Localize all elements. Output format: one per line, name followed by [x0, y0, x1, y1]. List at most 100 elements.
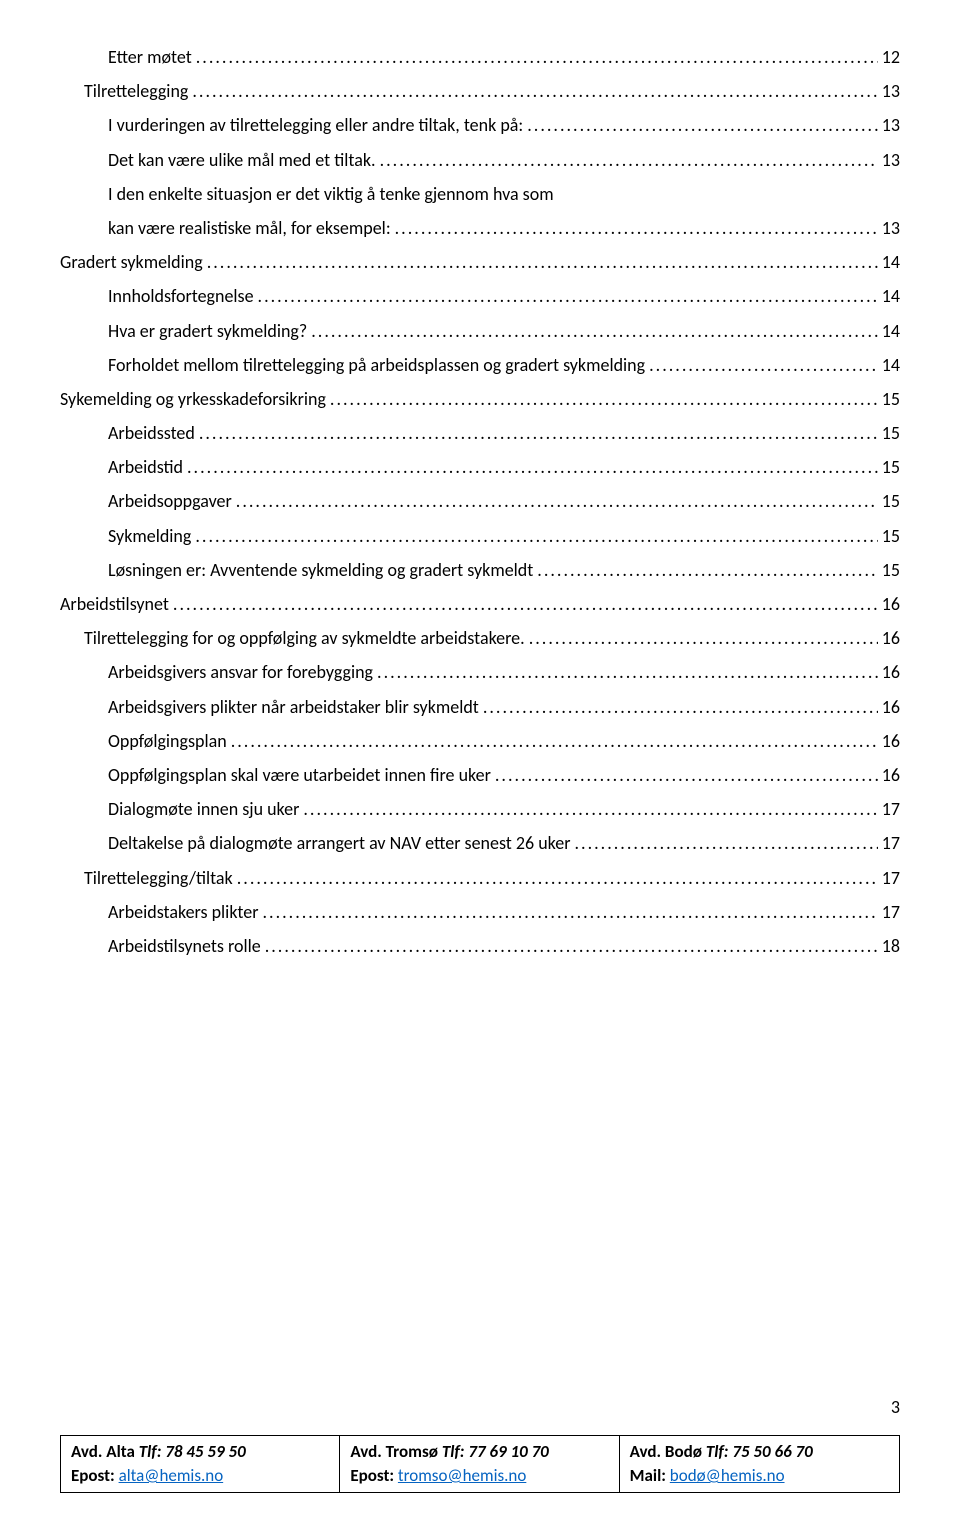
toc-page: 13	[882, 211, 900, 245]
toc-leader	[380, 143, 878, 177]
footer-line-2: Epost: alta@hemis.no	[71, 1464, 329, 1488]
footer-email-link[interactable]: alta@hemis.no	[119, 1465, 224, 1486]
toc-label: Sykmelding	[108, 519, 191, 553]
footer-cell: Avd. Bodø Tlf: 75 50 66 70Mail: bodø@hem…	[620, 1436, 899, 1492]
toc-leader	[192, 74, 877, 108]
toc-entry[interactable]: Innholdsfortegnelse 14	[60, 279, 900, 313]
toc-page: 13	[882, 108, 900, 142]
toc-page: 18	[882, 929, 900, 963]
toc-entry[interactable]: Arbeidstakers plikter 17	[60, 895, 900, 929]
toc-label: kan være realistiske mål, for eksempel:	[108, 211, 391, 245]
toc-entry[interactable]: Arbeidsgivers plikter når arbeidstaker b…	[60, 690, 900, 724]
toc-page: 16	[882, 758, 900, 792]
toc-leader	[395, 211, 878, 245]
toc-page: 13	[882, 143, 900, 177]
toc-entry[interactable]: Gradert sykmelding 14	[60, 245, 900, 279]
toc-label: Arbeidstilsynets rolle	[108, 929, 261, 963]
footer: Avd. Alta Tlf: 78 45 59 50Epost: alta@he…	[60, 1435, 900, 1493]
toc-entry[interactable]: Tilrettelegging for og oppfølging av syk…	[60, 621, 900, 655]
toc-entry[interactable]: Tilrettelegging 13	[60, 74, 900, 108]
toc-entry[interactable]: Etter møtet 12	[60, 40, 900, 74]
toc-entry[interactable]: kan være realistiske mål, for eksempel: …	[60, 211, 900, 245]
toc-entry[interactable]: Arbeidsoppgaver 15	[60, 484, 900, 518]
toc-entry[interactable]: I den enkelte situasjon er det viktig å …	[60, 177, 900, 211]
footer-avd: Avd. Alta	[71, 1441, 135, 1462]
toc-label: Det kan være ulike mål med et tiltak.	[108, 143, 376, 177]
toc-entry[interactable]: Tilrettelegging/tiltak 17	[60, 861, 900, 895]
toc-label: Forholdet mellom tilrettelegging på arbe…	[108, 348, 645, 382]
toc-leader	[537, 553, 877, 587]
footer-avd: Avd. Tromsø	[350, 1441, 438, 1462]
toc-label: Deltakelse på dialogmøte arrangert av NA…	[108, 826, 571, 860]
toc-page: 16	[882, 621, 900, 655]
toc-leader	[173, 587, 878, 621]
toc-label: Arbeidsgivers plikter når arbeidstaker b…	[108, 690, 479, 724]
toc-leader	[495, 758, 878, 792]
toc-page: 17	[882, 826, 900, 860]
footer-line-1: Avd. Alta Tlf: 78 45 59 50	[71, 1440, 329, 1464]
footer-email-link[interactable]: tromso@hemis.no	[398, 1465, 526, 1486]
footer-tlf-label: Tlf:	[442, 1441, 465, 1462]
toc-label: I vurderingen av tilrettelegging eller a…	[108, 108, 523, 142]
toc-leader	[262, 895, 877, 929]
toc-leader	[575, 826, 878, 860]
toc-label: Dialogmøte innen sju uker	[108, 792, 299, 826]
footer-cell: Avd. Tromsø Tlf: 77 69 10 70Epost: troms…	[340, 1436, 619, 1492]
toc-entry[interactable]: Løsningen er: Avventende sykmelding og g…	[60, 553, 900, 587]
toc-page: 17	[882, 861, 900, 895]
toc-leader	[187, 450, 878, 484]
toc-page: 14	[882, 245, 900, 279]
toc-page: 13	[882, 74, 900, 108]
toc-leader	[207, 245, 878, 279]
footer-epost-label: Epost:	[71, 1465, 115, 1486]
footer-tlf-value: 78 45 59 50	[165, 1441, 245, 1462]
footer-email-link[interactable]: bodø@hemis.no	[670, 1465, 785, 1486]
toc-leader	[236, 484, 878, 518]
toc-leader	[377, 655, 878, 689]
toc-leader	[231, 724, 878, 758]
toc-label: Arbeidstid	[108, 450, 183, 484]
toc-leader	[303, 792, 877, 826]
toc-entry[interactable]: Deltakelse på dialogmøte arrangert av NA…	[60, 826, 900, 860]
toc-leader	[649, 348, 878, 382]
footer-line-1: Avd. Bodø Tlf: 75 50 66 70	[630, 1440, 889, 1464]
toc-label: Løsningen er: Avventende sykmelding og g…	[108, 553, 533, 587]
toc-entry[interactable]: Hva er gradert sykmelding? 14	[60, 314, 900, 348]
toc-entry[interactable]: Sykmelding 15	[60, 519, 900, 553]
footer-tlf-label: Tlf:	[139, 1441, 162, 1462]
toc-entry[interactable]: Arbeidstilsynet 16	[60, 587, 900, 621]
toc-entry[interactable]: Forholdet mellom tilrettelegging på arbe…	[60, 348, 900, 382]
footer-tlf-value: 77 69 10 70	[468, 1441, 548, 1462]
toc-label: Tilrettelegging/tiltak	[84, 861, 233, 895]
toc-entry[interactable]: Arbeidssted 15	[60, 416, 900, 450]
toc-leader	[311, 314, 878, 348]
toc-page: 17	[882, 895, 900, 929]
toc-leader	[195, 519, 877, 553]
toc-entry[interactable]: Oppfølgingsplan 16	[60, 724, 900, 758]
toc-page: 16	[882, 587, 900, 621]
toc-leader	[527, 108, 878, 142]
toc-page: 15	[882, 416, 900, 450]
footer-tlf-label: Tlf:	[706, 1441, 729, 1462]
toc-page: 17	[882, 792, 900, 826]
toc-label: Sykemelding og yrkesskadeforsikring	[60, 382, 326, 416]
toc-leader	[483, 690, 878, 724]
toc-page: 14	[882, 314, 900, 348]
footer-tlf-value: 75 50 66 70	[732, 1441, 812, 1462]
toc-entry[interactable]: Arbeidsgivers ansvar for forebygging 16	[60, 655, 900, 689]
toc-entry[interactable]: Dialogmøte innen sju uker 17	[60, 792, 900, 826]
toc-label: Arbeidsgivers ansvar for forebygging	[108, 655, 373, 689]
toc-entry[interactable]: Arbeidstid 15	[60, 450, 900, 484]
toc-page: 15	[882, 450, 900, 484]
footer-table: Avd. Alta Tlf: 78 45 59 50Epost: alta@he…	[60, 1436, 900, 1493]
toc-entry[interactable]: Det kan være ulike mål med et tiltak. 13	[60, 143, 900, 177]
toc-entry[interactable]: I vurderingen av tilrettelegging eller a…	[60, 108, 900, 142]
toc-page: 15	[882, 519, 900, 553]
toc-page: 12	[882, 40, 900, 74]
toc-page: 14	[882, 348, 900, 382]
toc-entry[interactable]: Sykemelding og yrkesskadeforsikring 15	[60, 382, 900, 416]
toc-entry[interactable]: Arbeidstilsynets rolle 18	[60, 929, 900, 963]
toc-entry[interactable]: Oppfølgingsplan skal være utarbeidet inn…	[60, 758, 900, 792]
toc-label: Oppfølgingsplan skal være utarbeidet inn…	[108, 758, 491, 792]
toc-label: Arbeidssted	[108, 416, 195, 450]
